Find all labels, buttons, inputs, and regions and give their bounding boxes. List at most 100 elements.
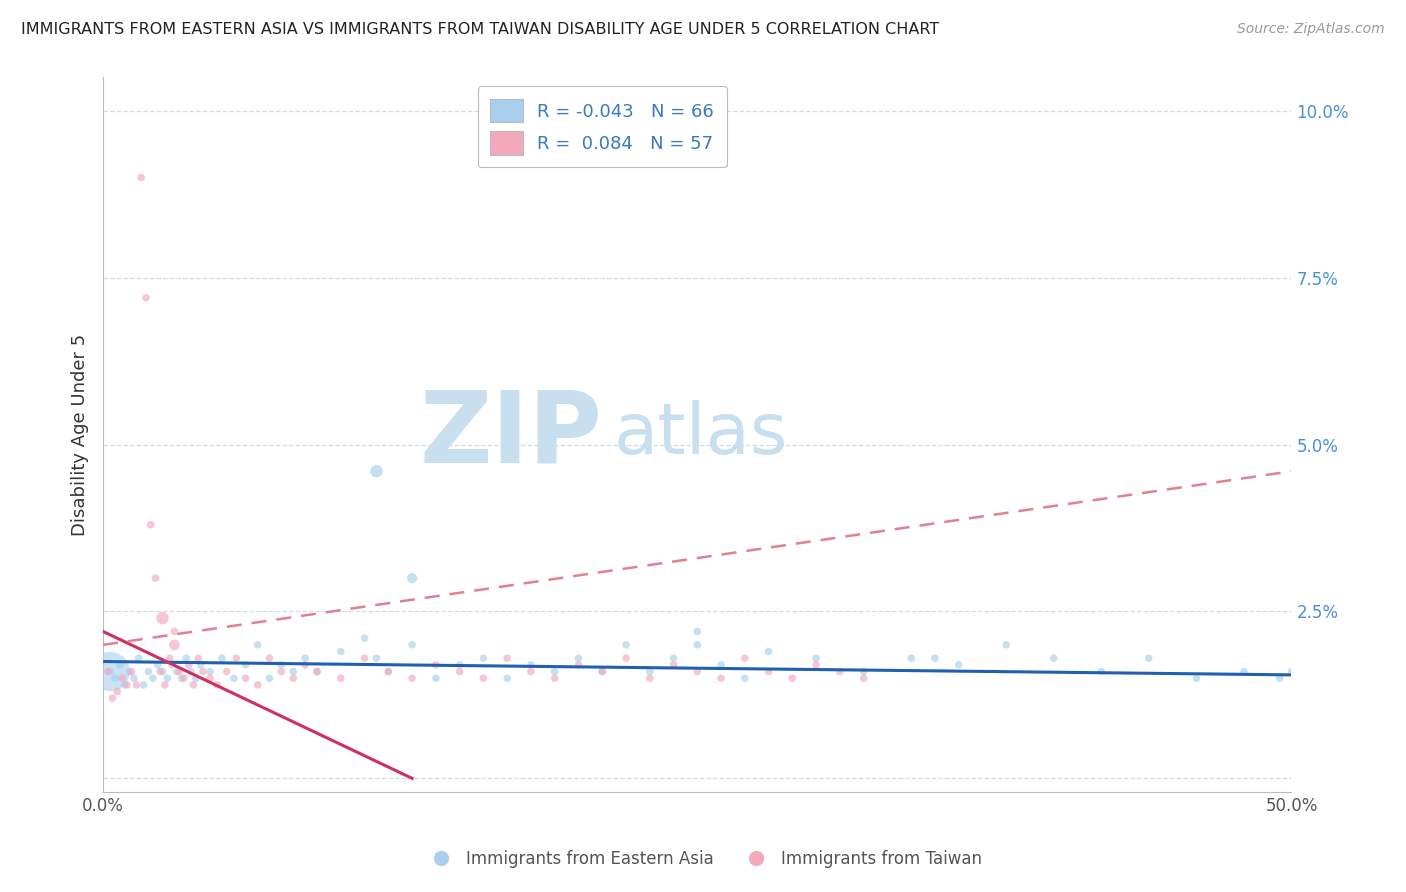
Point	[225, 651, 247, 665]
Point	[567, 657, 589, 672]
Point	[145, 571, 167, 585]
Point	[401, 638, 423, 652]
Point	[129, 170, 152, 185]
Point	[246, 678, 269, 692]
Point	[353, 631, 375, 645]
Point	[105, 684, 128, 698]
Point	[160, 657, 183, 672]
Point	[686, 638, 709, 652]
Point	[686, 624, 709, 639]
Point	[828, 665, 851, 679]
Text: Source: ZipAtlas.com: Source: ZipAtlas.com	[1237, 22, 1385, 37]
Point	[425, 657, 447, 672]
Point	[401, 671, 423, 685]
Point	[852, 665, 875, 679]
Point	[1281, 665, 1303, 679]
Point	[329, 671, 352, 685]
Point	[170, 671, 193, 685]
Point	[283, 671, 305, 685]
Point	[104, 671, 127, 685]
Point	[1042, 651, 1064, 665]
Point	[187, 651, 209, 665]
Point	[305, 665, 328, 679]
Point	[198, 665, 221, 679]
Point	[804, 651, 827, 665]
Point	[449, 665, 471, 679]
Point	[149, 665, 172, 679]
Point	[638, 671, 661, 685]
Point	[270, 665, 292, 679]
Point	[198, 671, 221, 685]
Point	[184, 671, 207, 685]
Y-axis label: Disability Age Under 5: Disability Age Under 5	[72, 334, 89, 536]
Point	[924, 651, 946, 665]
Point	[139, 517, 162, 532]
Point	[305, 665, 328, 679]
Text: IMMIGRANTS FROM EASTERN ASIA VS IMMIGRANTS FROM TAIWAN DISABILITY AGE UNDER 5 CO: IMMIGRANTS FROM EASTERN ASIA VS IMMIGRAN…	[21, 22, 939, 37]
Point	[366, 651, 388, 665]
Point	[176, 651, 198, 665]
Point	[152, 665, 174, 679]
Point	[520, 665, 543, 679]
Point	[118, 665, 141, 679]
Point	[98, 665, 121, 679]
Point	[156, 671, 179, 685]
Point	[163, 624, 186, 639]
Point	[283, 665, 305, 679]
Point	[183, 678, 205, 692]
Point	[142, 671, 165, 685]
Point	[235, 671, 257, 685]
Point	[377, 665, 399, 679]
Point	[153, 678, 176, 692]
Point	[246, 638, 269, 652]
Point	[191, 665, 214, 679]
Point	[710, 671, 733, 685]
Point	[167, 665, 190, 679]
Point	[472, 671, 495, 685]
Point	[190, 657, 212, 672]
Point	[353, 651, 375, 665]
Point	[122, 671, 145, 685]
Point	[222, 671, 245, 685]
Point	[449, 657, 471, 672]
Point	[1233, 665, 1256, 679]
Point	[294, 651, 316, 665]
Point	[135, 291, 157, 305]
Point	[166, 665, 188, 679]
Point	[294, 657, 316, 672]
Point	[638, 665, 661, 679]
Point	[377, 665, 399, 679]
Point	[662, 657, 685, 672]
Point	[425, 671, 447, 685]
Point	[995, 638, 1018, 652]
Point	[591, 665, 613, 679]
Point	[98, 665, 121, 679]
Point	[734, 651, 756, 665]
Point	[101, 691, 124, 706]
Point	[211, 651, 233, 665]
Point	[544, 671, 567, 685]
Point	[235, 657, 257, 672]
Point	[567, 651, 589, 665]
Point	[125, 678, 148, 692]
Point	[205, 678, 228, 692]
Point	[758, 644, 780, 658]
Point	[496, 671, 519, 685]
Point	[472, 651, 495, 665]
Point	[163, 638, 186, 652]
Point	[900, 651, 922, 665]
Point	[1137, 651, 1160, 665]
Point	[1185, 671, 1208, 685]
Point	[1090, 665, 1112, 679]
Point	[782, 671, 804, 685]
Point	[544, 665, 567, 679]
Point	[401, 571, 423, 585]
Point	[686, 665, 709, 679]
Point	[177, 657, 200, 672]
Point	[97, 665, 120, 679]
Point	[152, 611, 174, 625]
Point	[146, 657, 169, 672]
Point	[132, 678, 155, 692]
Point	[121, 665, 143, 679]
Point	[111, 671, 134, 685]
